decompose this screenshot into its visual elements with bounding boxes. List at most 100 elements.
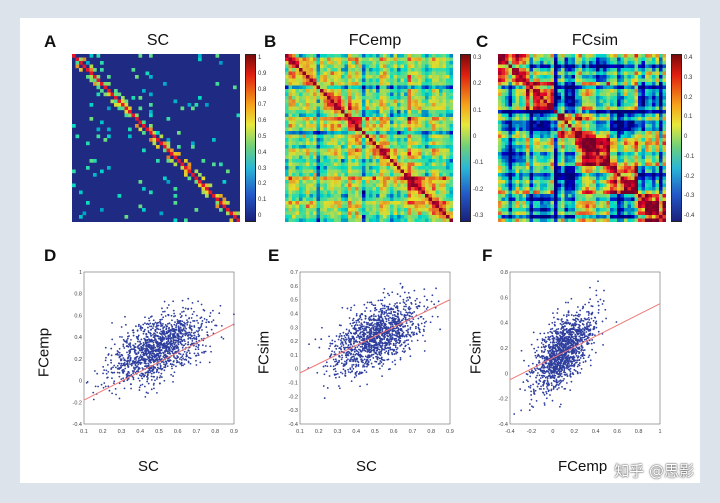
heatmap-cell bbox=[515, 211, 520, 216]
heatmap-cell bbox=[449, 85, 453, 90]
heatmap-cell bbox=[348, 138, 352, 142]
heatmap-cell bbox=[369, 194, 373, 198]
heatmap-cell bbox=[386, 211, 391, 216]
heatmap-cell bbox=[299, 204, 303, 209]
heatmap-cell bbox=[610, 152, 614, 156]
heatmap-cell bbox=[302, 113, 307, 118]
heatmap-cell bbox=[645, 103, 649, 107]
heatmap-cell bbox=[505, 110, 509, 114]
heatmap-cell bbox=[313, 145, 317, 149]
heatmap-cell bbox=[344, 152, 349, 156]
heatmap-cell bbox=[411, 85, 415, 90]
heatmap-cell bbox=[404, 190, 408, 195]
heatmap-cell bbox=[418, 176, 422, 181]
heatmap-cell bbox=[533, 92, 537, 97]
heatmap-cell bbox=[442, 159, 447, 163]
heatmap-cell bbox=[295, 71, 300, 76]
heatmap-cell bbox=[351, 141, 356, 146]
heatmap-cell bbox=[365, 127, 370, 132]
heatmap-cell bbox=[400, 92, 405, 97]
heatmap-cell bbox=[526, 183, 530, 188]
heatmap-cell bbox=[316, 64, 321, 69]
heatmap-cell bbox=[233, 215, 237, 219]
heatmap-cell bbox=[285, 96, 289, 100]
heatmap-cell bbox=[414, 110, 419, 114]
heatmap-cell bbox=[543, 82, 548, 86]
heatmap-cell bbox=[526, 176, 530, 181]
heatmap-cell bbox=[323, 89, 328, 93]
heatmap-cell bbox=[638, 71, 642, 76]
heatmap-cell bbox=[358, 190, 363, 195]
heatmap-cell bbox=[561, 57, 565, 62]
heatmap-cell bbox=[512, 148, 516, 153]
heatmap-cell bbox=[561, 197, 565, 202]
heatmap-cell bbox=[554, 169, 558, 174]
heatmap-cell bbox=[128, 110, 132, 114]
heatmap-cell bbox=[390, 92, 394, 97]
heatmap-cell bbox=[655, 96, 660, 100]
heatmap-cell bbox=[432, 194, 436, 198]
heatmap-cell bbox=[659, 106, 663, 111]
heatmap-cell bbox=[414, 75, 419, 79]
heatmap-cell bbox=[603, 162, 607, 167]
heatmap-cell bbox=[550, 183, 555, 188]
heatmap-cell bbox=[498, 194, 502, 198]
heatmap-cell bbox=[337, 201, 342, 205]
heatmap-cell bbox=[351, 127, 356, 132]
heatmap-cell bbox=[100, 61, 104, 65]
heatmap-cell bbox=[418, 173, 422, 177]
heatmap-cell bbox=[383, 106, 387, 111]
heatmap-cell bbox=[610, 162, 614, 167]
heatmap-cell bbox=[302, 159, 307, 163]
heatmap-cell bbox=[634, 68, 639, 72]
heatmap-cell bbox=[638, 169, 642, 174]
heatmap-cell bbox=[379, 211, 384, 216]
heatmap-cell bbox=[505, 194, 509, 198]
heatmap-cell bbox=[131, 113, 136, 118]
heatmap-cell bbox=[543, 190, 548, 195]
heatmap-cell bbox=[348, 117, 352, 121]
heatmap-cell bbox=[652, 145, 656, 149]
heatmap-cell bbox=[585, 159, 590, 163]
heatmap-cell bbox=[659, 82, 663, 86]
heatmap-cell bbox=[606, 113, 611, 118]
heatmap-cell bbox=[292, 176, 296, 181]
heatmap-cell bbox=[589, 120, 593, 125]
heatmap-cell bbox=[554, 106, 558, 111]
heatmap-cell bbox=[648, 159, 653, 163]
heatmap-cell bbox=[659, 145, 663, 149]
heatmap-cell bbox=[292, 194, 296, 198]
heatmap-cell bbox=[596, 159, 600, 163]
heatmap-cell bbox=[383, 78, 387, 83]
heatmap-cell bbox=[369, 85, 373, 90]
heatmap-cell bbox=[624, 159, 628, 163]
heatmap-cell bbox=[631, 152, 635, 156]
heatmap-cell bbox=[606, 138, 611, 142]
heatmap-cell bbox=[652, 103, 656, 107]
heatmap-cell bbox=[299, 75, 303, 79]
heatmap-cell bbox=[561, 134, 565, 139]
heatmap-cell bbox=[285, 176, 289, 181]
heatmap-cell bbox=[215, 201, 220, 205]
heatmap-canvas bbox=[285, 54, 453, 222]
heatmap-cell bbox=[522, 96, 527, 100]
heatmap-cell bbox=[498, 201, 502, 205]
heatmap-cell bbox=[613, 75, 618, 79]
heatmap-cell bbox=[428, 113, 433, 118]
heatmap-cell bbox=[582, 64, 586, 69]
heatmap-cell bbox=[306, 141, 310, 146]
heatmap-cell bbox=[334, 197, 338, 202]
heatmap-cell bbox=[344, 120, 349, 125]
heatmap-cell bbox=[610, 176, 614, 181]
heatmap-cell bbox=[390, 99, 394, 104]
heatmap-cell bbox=[592, 183, 597, 188]
heatmap-cell bbox=[624, 92, 628, 97]
heatmap-cell bbox=[393, 208, 398, 212]
heatmap-cell bbox=[446, 166, 450, 170]
heatmap-cell bbox=[306, 124, 310, 128]
heatmap-cell bbox=[585, 99, 590, 104]
heatmap-cell bbox=[320, 85, 324, 90]
heatmap-cell bbox=[571, 103, 576, 107]
heatmap-cell bbox=[320, 173, 324, 177]
heatmap-cell bbox=[404, 148, 408, 153]
